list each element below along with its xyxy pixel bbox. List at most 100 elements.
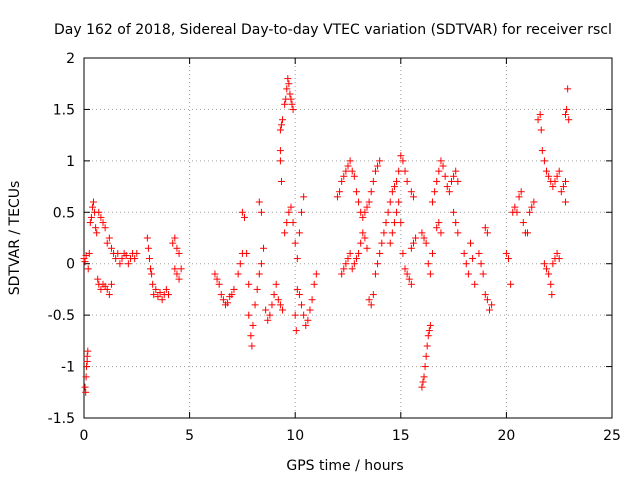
data-point: [344, 255, 352, 263]
data-point: [122, 251, 130, 259]
data-point: [486, 306, 494, 314]
data-point: [245, 280, 253, 288]
data-point: [97, 285, 105, 293]
data-point: [260, 244, 268, 252]
data-point: [274, 296, 282, 304]
data-point: [276, 147, 284, 155]
data-point: [376, 157, 384, 165]
data-point: [361, 208, 369, 216]
data-point: [355, 249, 363, 257]
data-point: [217, 291, 225, 299]
data-point: [344, 162, 352, 170]
data-point: [342, 167, 350, 175]
data-point: [281, 100, 289, 108]
data-point: [388, 188, 396, 196]
data-point: [435, 219, 443, 227]
data-point: [82, 373, 90, 381]
data-point: [249, 321, 257, 329]
data-point: [557, 188, 565, 196]
data-point: [352, 255, 360, 263]
data-point: [149, 280, 157, 288]
data-point: [390, 183, 398, 191]
data-point: [236, 260, 244, 268]
data-point: [412, 234, 420, 242]
data-point: [397, 219, 405, 227]
data-point: [287, 203, 295, 211]
data-point: [114, 249, 122, 257]
data-point: [173, 244, 181, 252]
data-point: [528, 203, 536, 211]
data-point: [543, 265, 551, 273]
data-point: [90, 198, 98, 206]
data-point: [224, 299, 232, 307]
data-point: [82, 388, 90, 396]
data-point: [107, 280, 115, 288]
data-point: [150, 291, 158, 299]
data-point: [545, 270, 553, 278]
data-point: [420, 373, 428, 381]
data-point: [84, 265, 92, 273]
data-point: [424, 332, 432, 340]
data-point: [83, 363, 91, 371]
data-point: [359, 213, 367, 221]
data-point: [112, 255, 120, 263]
data-point: [481, 224, 489, 232]
data-point: [276, 157, 284, 165]
data-point: [431, 188, 439, 196]
data-point: [374, 260, 382, 268]
data-point: [284, 75, 292, 83]
data-point: [538, 147, 546, 155]
data-point: [333, 193, 341, 201]
data-point: [562, 177, 570, 185]
data-point: [295, 229, 303, 237]
data-point: [300, 311, 308, 319]
data-point: [245, 311, 253, 319]
data-point: [423, 342, 431, 350]
data-point: [215, 280, 223, 288]
data-point: [452, 219, 460, 227]
data-point: [144, 244, 152, 252]
data-point: [346, 249, 354, 257]
data-point: [255, 270, 263, 278]
data-point: [454, 229, 462, 237]
data-point: [272, 280, 280, 288]
data-point: [517, 188, 525, 196]
data-point: [152, 285, 160, 293]
data-point: [298, 301, 306, 309]
data-point: [555, 167, 563, 175]
data-point: [407, 188, 415, 196]
data-point: [424, 260, 432, 268]
data-point: [460, 249, 468, 257]
data-point: [101, 224, 109, 232]
data-point: [230, 285, 238, 293]
data-point: [243, 249, 251, 257]
data-point: [107, 244, 115, 252]
data-point: [148, 270, 156, 278]
data-point: [251, 301, 259, 309]
data-point: [409, 193, 417, 201]
data-point: [357, 239, 365, 247]
data-point: [549, 183, 557, 191]
data-point: [549, 260, 557, 268]
data-point: [403, 177, 411, 185]
data-point: [371, 270, 379, 278]
data-point: [469, 255, 477, 263]
x-tick-label: 20: [497, 428, 515, 444]
data-point: [248, 342, 256, 350]
data-point: [348, 265, 356, 273]
data-point: [361, 234, 369, 242]
data-point: [384, 208, 392, 216]
data-point: [488, 301, 496, 309]
data-point: [481, 291, 489, 299]
data-point: [213, 275, 221, 283]
data-point: [367, 301, 375, 309]
y-axis-ticks: -1.5 -1 -0.5 0 0.5 1 1.5 2: [48, 51, 612, 427]
data-point: [409, 239, 417, 247]
data-point: [289, 105, 297, 113]
data-point: [143, 234, 151, 242]
data-point: [365, 296, 373, 304]
data-point: [277, 121, 285, 129]
data-point: [257, 260, 265, 268]
data-point: [502, 249, 510, 257]
data-point: [369, 291, 377, 299]
